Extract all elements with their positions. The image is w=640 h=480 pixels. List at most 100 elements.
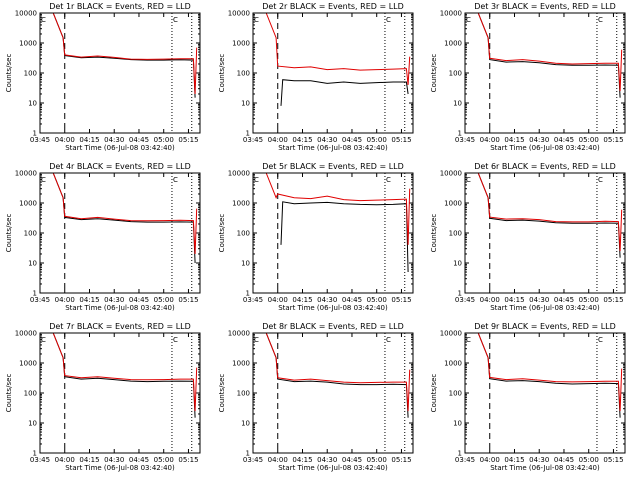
x-tick-label: 05:00 <box>367 296 387 304</box>
y-tick-label: 10 <box>453 420 462 428</box>
y-tick-label: 1 <box>458 450 462 458</box>
x-tick-label: 04:15 <box>79 136 99 144</box>
x-tick-label: 05:15 <box>391 296 411 304</box>
lld-series-line <box>471 333 623 412</box>
x-tick-label: 05:15 <box>603 296 623 304</box>
corner-label: C <box>386 176 391 184</box>
panel-title: Det 9r BLACK = Events, RED = LLD <box>474 322 616 331</box>
y-tick-label: 10000 <box>440 170 462 178</box>
x-tick-label: 03:45 <box>30 296 50 304</box>
y-tick-label: 1000 <box>19 200 37 208</box>
corner-label: C <box>173 336 178 344</box>
plot-frame <box>464 12 626 134</box>
x-tick-label: 03:45 <box>455 296 475 304</box>
y-tick-label: 10 <box>453 260 462 268</box>
x-tick-label: 04:00 <box>480 136 500 144</box>
x-tick-label: 04:45 <box>342 136 362 144</box>
y-tick-label: 1 <box>246 450 250 458</box>
x-tick-label: 04:15 <box>79 456 99 464</box>
lld-series-line <box>46 333 198 412</box>
x-tick-label: 05:00 <box>154 296 174 304</box>
x-axis-label: Start Time (06-Jul-08 03:42:40) <box>490 304 600 312</box>
y-axis-label: Counts/sec <box>5 374 13 413</box>
y-tick-label: 1 <box>33 130 37 138</box>
x-tick-label: 04:00 <box>480 296 500 304</box>
corner-label: C <box>598 176 603 184</box>
y-tick-label: 10000 <box>440 330 462 338</box>
detector-panel: Det 7r BLACK = Events, RED = LLD 1 10 100 10… <box>5 322 201 472</box>
y-tick-label: 1 <box>33 290 37 298</box>
events-series-line <box>471 13 621 98</box>
panel-title: Det 5r BLACK = Events, RED = LLD <box>262 162 404 171</box>
y-axis-label: Counts/sec <box>218 374 226 413</box>
x-tick-label: 04:00 <box>55 136 75 144</box>
corner-label: C <box>254 16 259 24</box>
detector-panel: Det 1r BLACK = Events, RED = LLD 1 10 100 10… <box>5 2 201 152</box>
corner-label: C <box>598 336 603 344</box>
corner-label: C <box>173 176 178 184</box>
plot-frame <box>39 12 201 134</box>
lld-series-line <box>259 13 411 85</box>
x-tick-label: 04:00 <box>55 456 75 464</box>
y-tick-label: 1000 <box>444 200 462 208</box>
x-axis-label: Start Time (06-Jul-08 03:42:40) <box>65 464 175 472</box>
y-axis-label: Counts/sec <box>5 54 13 93</box>
x-tick-label: 04:30 <box>104 296 124 304</box>
x-tick-label: 03:45 <box>243 456 263 464</box>
events-series-line <box>471 173 621 258</box>
y-tick-label: 10000 <box>228 330 250 338</box>
x-tick-label: 04:30 <box>317 136 337 144</box>
x-tick-label: 05:15 <box>603 456 623 464</box>
lld-series-line <box>471 173 623 252</box>
plot-frame <box>252 332 414 454</box>
lld-series-line <box>259 333 411 412</box>
x-tick-label: 04:15 <box>292 456 312 464</box>
events-series-line <box>46 333 196 418</box>
y-tick-label: 1000 <box>232 40 250 48</box>
y-tick-label: 100 <box>237 230 250 238</box>
x-tick-label: 03:45 <box>243 136 263 144</box>
x-tick-label: 04:30 <box>529 456 549 464</box>
detector-panel: Det 5r BLACK = Events, RED = LLD 1 10 100 10… <box>218 162 414 312</box>
x-tick-label: 04:15 <box>504 296 524 304</box>
plot-frame <box>39 332 201 454</box>
x-tick-label: 04:30 <box>104 456 124 464</box>
x-tick-label: 04:00 <box>55 296 75 304</box>
plot-frame <box>464 172 626 294</box>
panel-title: Det 4r BLACK = Events, RED = LLD <box>49 162 191 171</box>
x-tick-label: 03:45 <box>455 136 475 144</box>
x-tick-label: 04:30 <box>317 296 337 304</box>
y-axis-label: Counts/sec <box>430 54 438 93</box>
x-tick-label: 04:15 <box>79 296 99 304</box>
x-tick-label: 04:15 <box>292 136 312 144</box>
x-tick-label: 04:00 <box>480 456 500 464</box>
y-tick-label: 1000 <box>19 40 37 48</box>
x-tick-label: 03:45 <box>30 136 50 144</box>
y-tick-label: 1000 <box>444 40 462 48</box>
plot-frame <box>252 12 414 134</box>
events-series-line <box>259 333 409 418</box>
x-tick-label: 05:00 <box>579 296 599 304</box>
y-axis-label: Counts/sec <box>218 214 226 253</box>
x-axis-label: Start Time (06-Jul-08 03:42:40) <box>65 144 175 152</box>
x-tick-label: 05:00 <box>154 136 174 144</box>
detector-panel: Det 3r BLACK = Events, RED = LLD 1 10 100 10… <box>430 2 626 152</box>
y-axis-label: Counts/sec <box>430 374 438 413</box>
x-tick-label: 04:45 <box>342 456 362 464</box>
panel-title: Det 1r BLACK = Events, RED = LLD <box>49 2 191 11</box>
y-tick-label: 10 <box>453 100 462 108</box>
x-tick-label: 03:45 <box>455 456 475 464</box>
panel-title: Det 2r BLACK = Events, RED = LLD <box>262 2 404 11</box>
x-tick-label: 05:00 <box>579 136 599 144</box>
events-series-line <box>280 201 409 273</box>
panel-title: Det 7r BLACK = Events, RED = LLD <box>49 322 191 331</box>
x-tick-label: 05:15 <box>178 136 198 144</box>
corner-label: C <box>41 336 46 344</box>
x-tick-label: 04:30 <box>529 296 549 304</box>
x-tick-label: 05:15 <box>391 456 411 464</box>
x-tick-label: 04:45 <box>554 136 574 144</box>
events-series-line <box>46 13 196 98</box>
lld-series-line <box>46 173 198 255</box>
x-tick-label: 04:45 <box>129 296 149 304</box>
